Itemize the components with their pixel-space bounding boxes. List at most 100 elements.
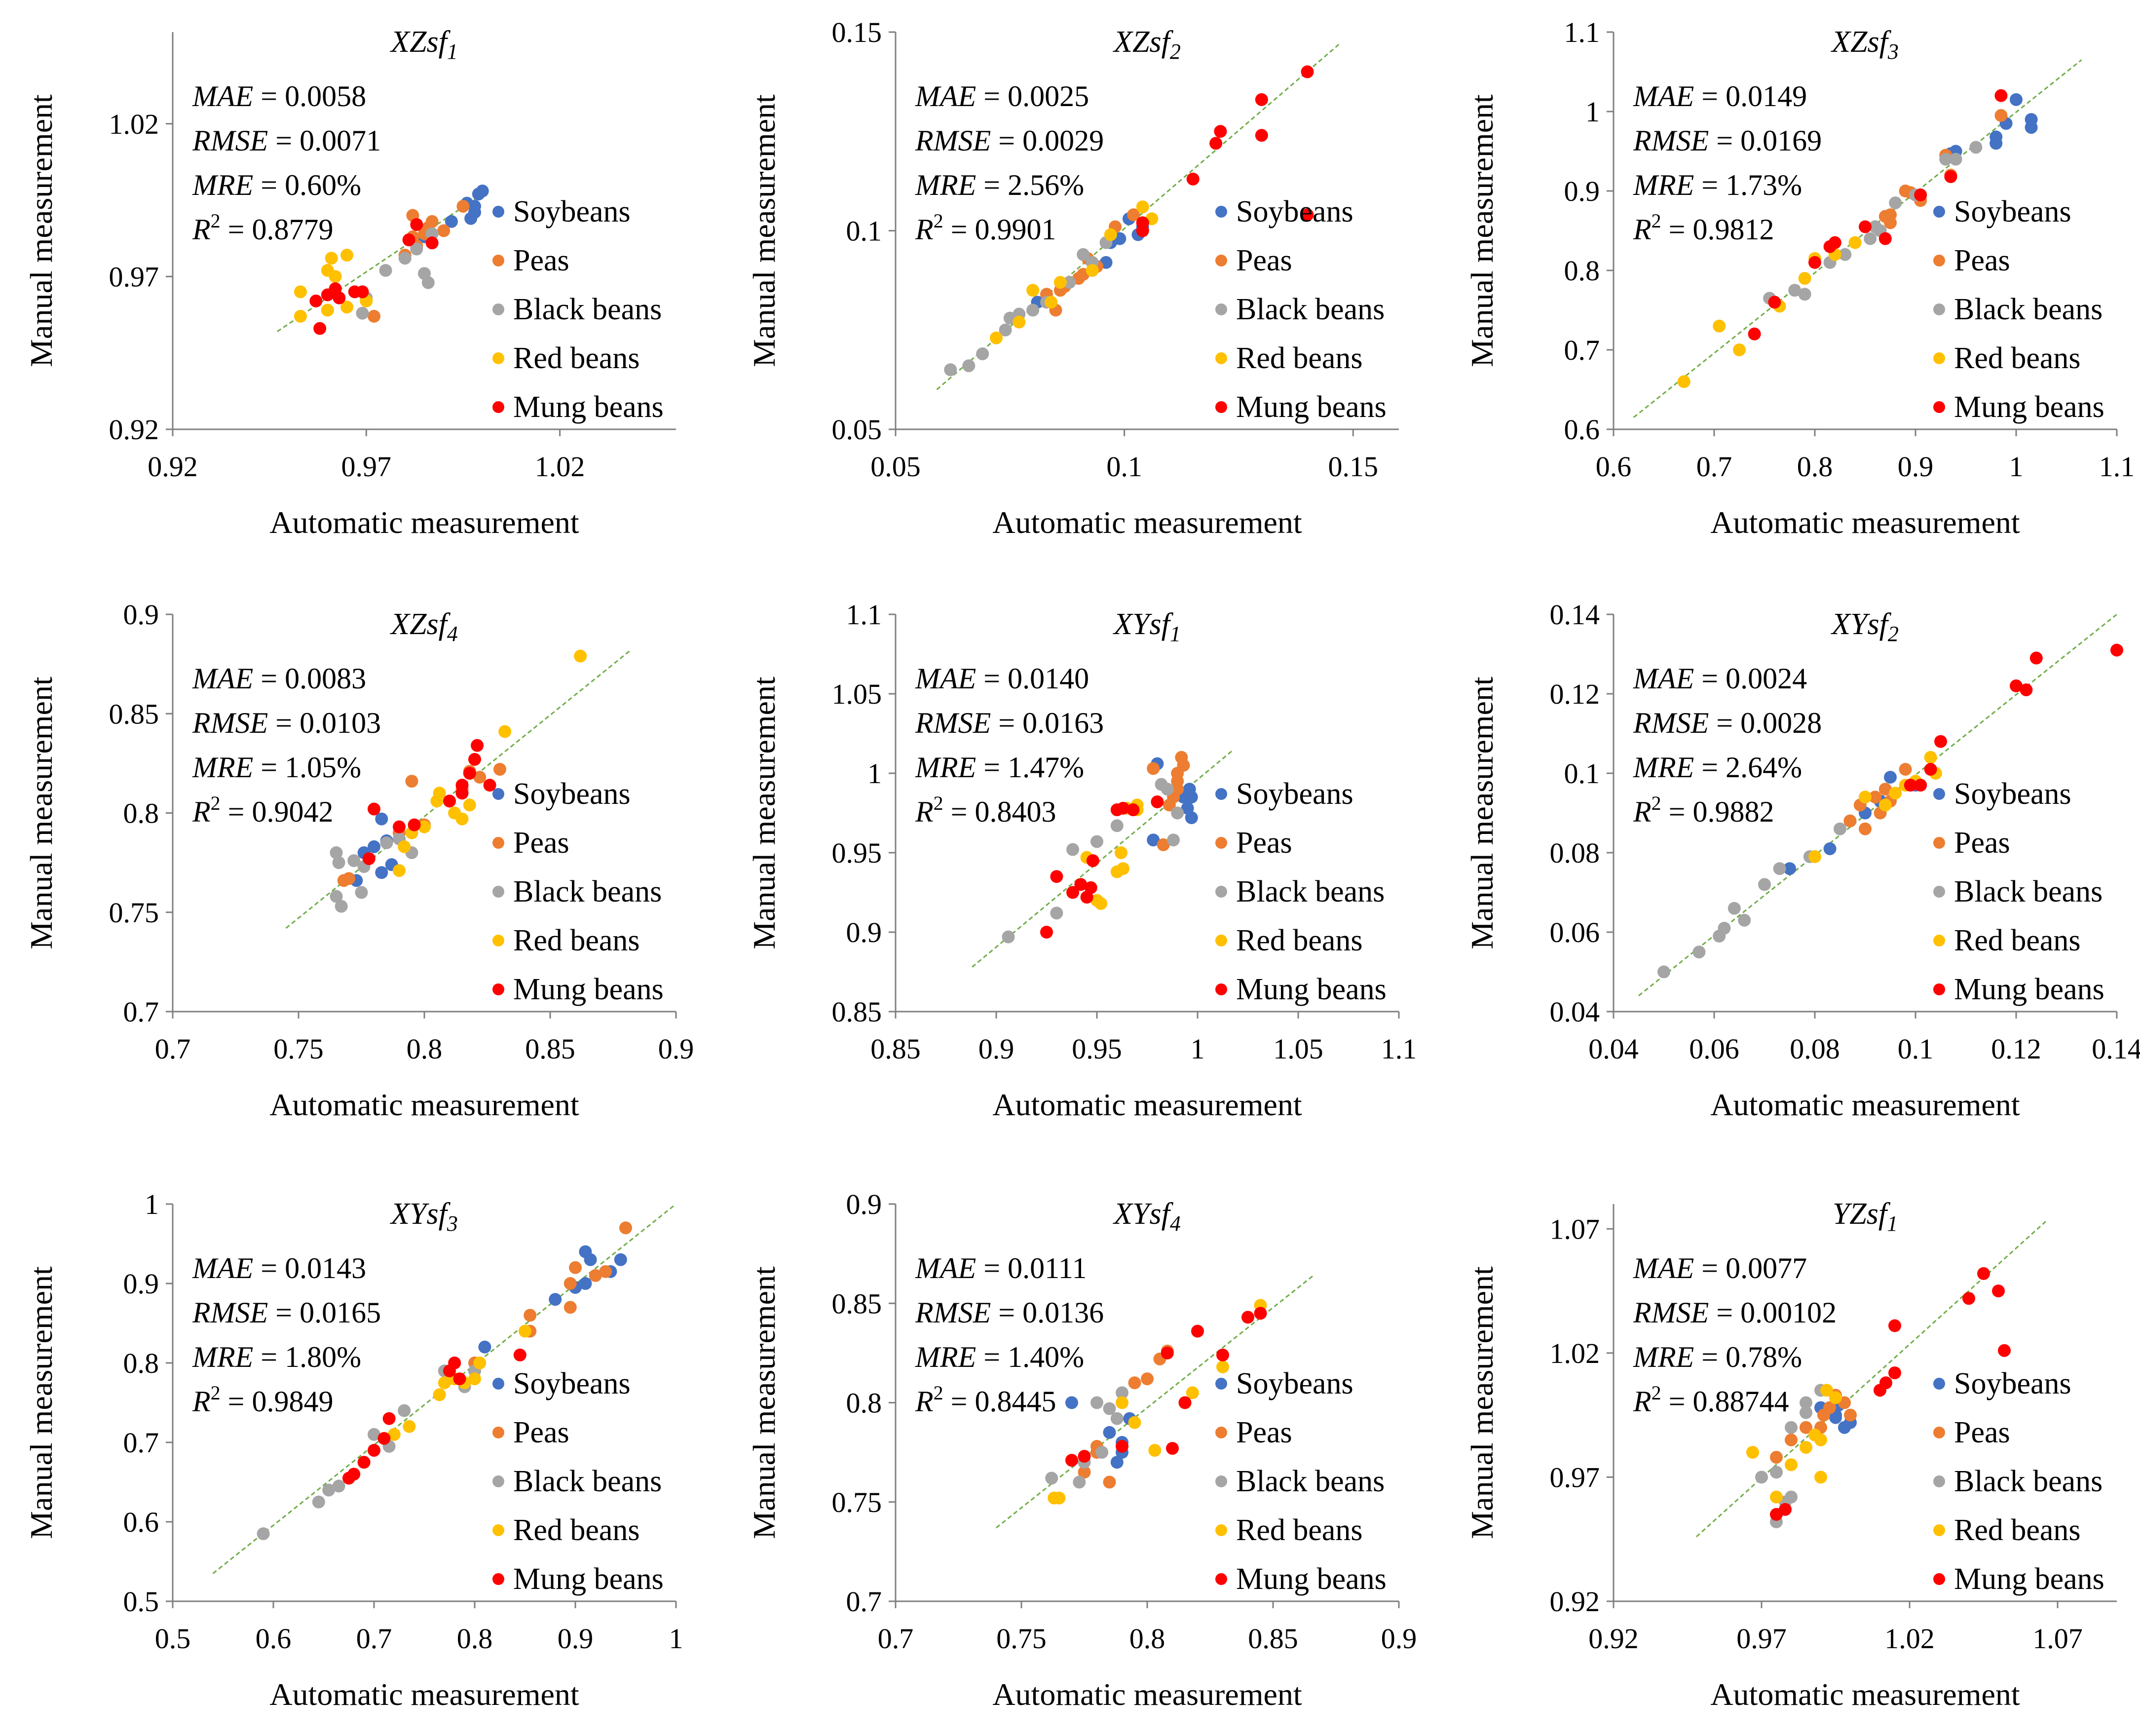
data-point [569, 1261, 582, 1274]
data-point [1748, 327, 1761, 340]
stat-value: 0.0028 [1740, 707, 1822, 739]
stat-mae: MAE = 0.0024 [1633, 662, 1807, 695]
stat-value: 0.0083 [285, 662, 366, 695]
stat-name: RMSE [192, 1296, 268, 1329]
x-axis-label: Automatic measurement [269, 1677, 579, 1712]
data-point [1074, 878, 1088, 891]
stat-name: MRE [915, 1341, 976, 1373]
data-point [1045, 1472, 1058, 1485]
series-soybeans [478, 1245, 627, 1354]
y-tick-label: 0.9 [1564, 175, 1600, 207]
chart-panel-9: 0.92 0.97 1.02 1.07 0.92 0.97 1.02 1.07 Automati… [1464, 1197, 2117, 1712]
data-point [309, 294, 323, 307]
data-point [382, 1412, 396, 1425]
x-tick-label: 0.9 [978, 1033, 1014, 1065]
stat-value: 0.0077 [1726, 1252, 1807, 1284]
data-point [1104, 228, 1117, 241]
data-point [1998, 1344, 2011, 1357]
data-point [445, 215, 458, 228]
data-point [393, 820, 406, 833]
data-point [1301, 208, 1314, 222]
y-tick-label: 0.9 [123, 1268, 159, 1300]
x-tick-label: 0.7 [356, 1623, 392, 1655]
legend-marker [1215, 935, 1227, 946]
data-point [1839, 248, 1852, 261]
data-point [468, 753, 481, 766]
stat-equals: = [253, 662, 285, 695]
stat-value: 0.0136 [1022, 1296, 1104, 1329]
data-point [1136, 224, 1149, 237]
data-point [1888, 1319, 1901, 1332]
data-point [421, 276, 435, 289]
y-tick-label: 0.75 [109, 897, 159, 929]
data-point [1817, 1408, 1830, 1422]
legend-label: Soybeans [513, 1367, 631, 1400]
stat-equals: = [976, 662, 1008, 695]
series-peas [1770, 1389, 1857, 1464]
legend-marker [1215, 837, 1227, 849]
data-point [473, 1357, 487, 1369]
stat-rmse: RMSE = 0.0029 [915, 124, 1104, 157]
stat-equals: = [1694, 80, 1726, 113]
data-point [1844, 1408, 1857, 1422]
legend-label: Mung beans [1236, 1562, 1387, 1596]
y-tick-label: 0.75 [832, 1486, 882, 1518]
stat-name: RMSE [1633, 124, 1709, 157]
series-soybeans [418, 185, 489, 243]
y-tick-label: 0.6 [1564, 414, 1600, 446]
stat-mre: MRE = 1.40% [915, 1341, 1084, 1373]
y-tick-label: 0.92 [1550, 1585, 1600, 1618]
data-point [1063, 276, 1076, 289]
data-point [476, 185, 489, 197]
x-axis-label: Automatic measurement [992, 1677, 1302, 1712]
stat-rmse: RMSE = 0.0165 [192, 1296, 381, 1329]
x-tick-label: 1 [2009, 451, 2024, 483]
legend-label: Red beans [1954, 924, 2081, 957]
x-tick-label: 0.14 [2092, 1033, 2140, 1065]
stat-value: 0.88744 [1693, 1385, 1789, 1418]
data-point [1241, 1311, 1254, 1324]
data-point [478, 1340, 491, 1354]
legend-marker [1215, 255, 1227, 266]
x-tick-label: 0.06 [1689, 1033, 1739, 1065]
data-point [1186, 172, 1200, 186]
x-tick-label: 0.75 [996, 1623, 1047, 1655]
x-tick-label: 1.02 [535, 451, 585, 483]
data-point [375, 866, 388, 879]
y-tick-label: 0.97 [109, 261, 159, 293]
data-point [1657, 965, 1670, 979]
legend-label: Peas [513, 826, 569, 860]
legend-marker [1933, 1524, 1945, 1536]
y-tick-label: 0.7 [123, 1427, 159, 1459]
data-point [1914, 779, 1927, 792]
data-point [1788, 284, 1802, 297]
legend-label: Red beans [1236, 341, 1363, 375]
data-point [1934, 735, 1947, 748]
data-point [1128, 1416, 1141, 1429]
y-axis-label: Manual measurement [24, 94, 59, 367]
data-point [1161, 783, 1174, 796]
stat-value: 0.0029 [1022, 124, 1104, 157]
chart-panel-4: 0.7 0.75 0.8 0.85 0.9 0.7 0.75 0.8 0.85 0.9 Automa… [24, 599, 694, 1122]
data-point [329, 270, 342, 283]
data-point [448, 1357, 461, 1369]
y-tick-label: 0.7 [1564, 334, 1600, 366]
data-point [468, 1372, 481, 1386]
data-point [1301, 65, 1314, 78]
data-point [398, 1404, 411, 1417]
data-point [1808, 1428, 1821, 1441]
stat-value: 0.0111 [1008, 1252, 1087, 1284]
legend-label: Black beans [513, 1465, 662, 1498]
trend-line [212, 1205, 675, 1574]
data-point [1073, 1475, 1086, 1489]
data-point [322, 1483, 336, 1497]
stat-name: R [1633, 795, 1652, 828]
data-point [325, 252, 338, 265]
y-axis-label: Manual measurement [747, 1266, 782, 1539]
stat-equals: = [943, 213, 975, 246]
stat-mae: MAE = 0.0111 [915, 1252, 1087, 1284]
y-tick-label: 0.8 [123, 1347, 159, 1379]
stat-name: MAE [192, 1252, 253, 1284]
y-tick-label: 0.06 [1550, 916, 1600, 948]
stat-value: 1.47% [1008, 751, 1084, 784]
